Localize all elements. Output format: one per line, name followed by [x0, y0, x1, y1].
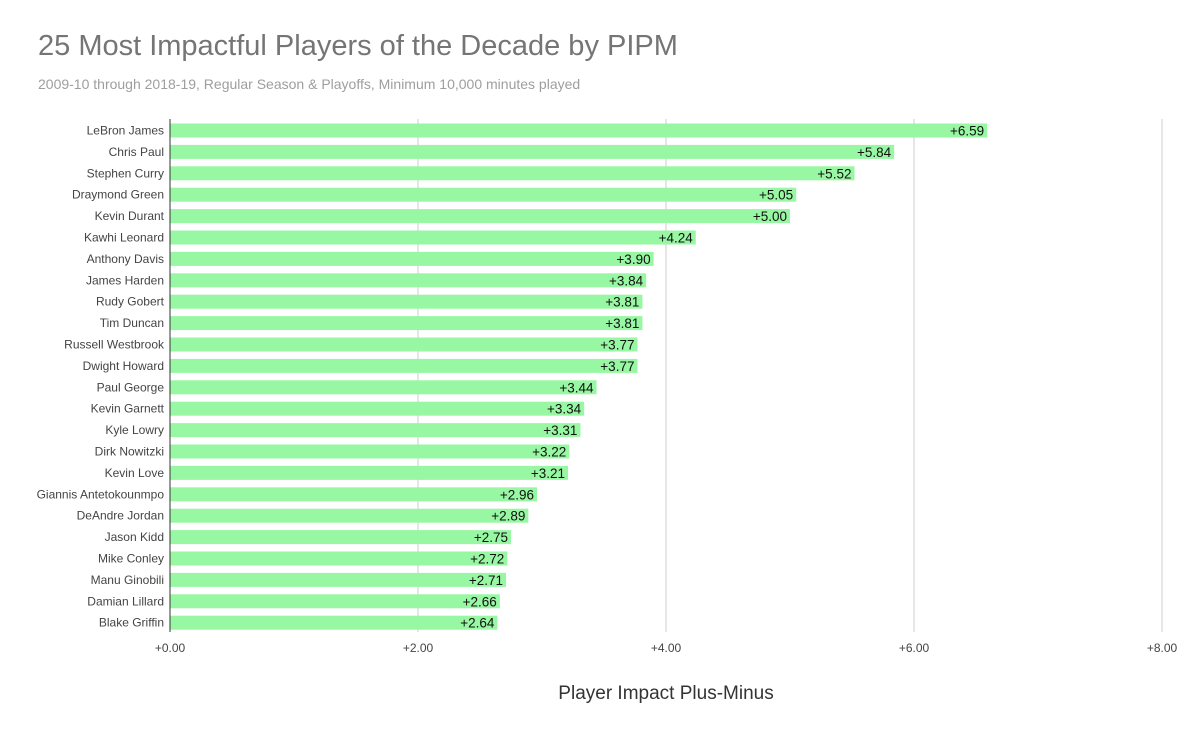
bar: [170, 251, 654, 266]
category-label: Dirk Nowitzki: [95, 445, 164, 459]
category-label: Anthony Davis: [87, 252, 164, 266]
data-label: +2.64: [460, 616, 495, 631]
bar: [170, 423, 581, 438]
x-tick-label: +8.00: [1147, 641, 1178, 655]
category-label: Chris Paul: [109, 145, 164, 159]
category-labels: LeBron James Chris Paul Stephen Curry Draym…: [37, 124, 165, 630]
data-label: +5.84: [857, 145, 892, 160]
bar: [170, 166, 855, 181]
x-tick-label: +4.00: [651, 641, 682, 655]
category-label: Dwight Howard: [83, 359, 164, 373]
data-label: +2.89: [491, 509, 525, 524]
bar: [170, 358, 638, 373]
category-label: Kyle Lowry: [105, 423, 164, 437]
bar: [170, 316, 643, 331]
data-label: +2.96: [500, 487, 534, 502]
data-label: +3.22: [532, 445, 566, 460]
x-tick-labels: +0.00 +2.00 +4.00 +6.00 +8.00: [155, 641, 1178, 655]
data-label: +5.05: [759, 188, 793, 203]
grid-lines: [417, 119, 1163, 632]
category-label: Paul George: [97, 380, 165, 394]
data-label: +2.72: [470, 552, 504, 567]
bar: [170, 273, 647, 288]
bar: [170, 337, 638, 352]
data-label: +3.44: [559, 380, 594, 395]
bar: [170, 123, 988, 138]
bar: [170, 187, 797, 202]
data-label: +4.24: [659, 231, 694, 246]
bar: [170, 465, 569, 480]
x-axis-title: Player Impact Plus-Minus: [558, 683, 773, 704]
bar: [170, 487, 538, 502]
category-label: Damian Lillard: [87, 594, 164, 608]
bar: [170, 615, 498, 630]
data-label: +3.31: [543, 423, 577, 438]
data-label: +5.00: [753, 209, 787, 224]
bar: [170, 230, 696, 245]
data-label: +3.77: [600, 338, 634, 353]
data-label: +3.34: [547, 402, 582, 417]
category-label: James Harden: [86, 273, 164, 287]
bars: +6.59 +5.84 +5.52 +5.05 +5.00 +4.24 +3.90 +3.84…: [170, 123, 988, 631]
bar: [170, 401, 585, 416]
category-label: Stephen Curry: [87, 166, 164, 180]
data-label: +5.52: [817, 166, 851, 181]
data-label: +3.90: [616, 252, 650, 267]
bar: [170, 594, 500, 609]
data-label: +3.81: [605, 295, 639, 310]
data-label: +3.81: [605, 316, 639, 331]
bar: [170, 508, 529, 523]
data-label: +2.66: [463, 594, 497, 609]
category-label: Mike Conley: [98, 552, 164, 566]
bar: [170, 144, 895, 159]
bar: [170, 444, 570, 459]
bar: [170, 530, 511, 545]
data-label: +2.71: [469, 573, 503, 588]
data-label: +6.59: [950, 124, 984, 139]
category-label: DeAndre Jordan: [77, 509, 164, 523]
category-label: Kevin Garnett: [91, 402, 165, 416]
data-label: +2.75: [474, 530, 508, 545]
category-label: Russell Westbrook: [64, 338, 165, 352]
data-label: +3.21: [531, 466, 565, 481]
bar: [170, 551, 508, 566]
category-label: Kevin Durant: [95, 209, 165, 223]
category-label: Manu Ginobili: [91, 573, 164, 587]
category-label: Blake Griffin: [99, 616, 164, 630]
bar: [170, 572, 507, 587]
category-label: Giannis Antetokounmpo: [37, 487, 165, 501]
bar: [170, 209, 790, 224]
x-tick-label: +6.00: [899, 641, 930, 655]
category-label: Kevin Love: [105, 466, 165, 480]
category-label: Draymond Green: [72, 188, 164, 202]
data-label: +3.77: [600, 359, 634, 374]
x-tick-label: +2.00: [403, 641, 434, 655]
category-label: LeBron James: [87, 124, 164, 138]
category-label: Tim Duncan: [100, 316, 164, 330]
chart-subtitle: 2009-10 through 2018-19, Regular Season …: [38, 76, 581, 92]
bar: [170, 294, 643, 309]
category-label: Jason Kidd: [105, 530, 164, 544]
category-label: Kawhi Leonard: [84, 231, 164, 245]
x-tick-label: +0.00: [155, 641, 186, 655]
chart-title: 25 Most Impactful Players of the Decade …: [38, 30, 678, 62]
category-label: Rudy Gobert: [96, 295, 165, 309]
data-label: +3.84: [609, 273, 644, 288]
bar: [170, 380, 597, 395]
